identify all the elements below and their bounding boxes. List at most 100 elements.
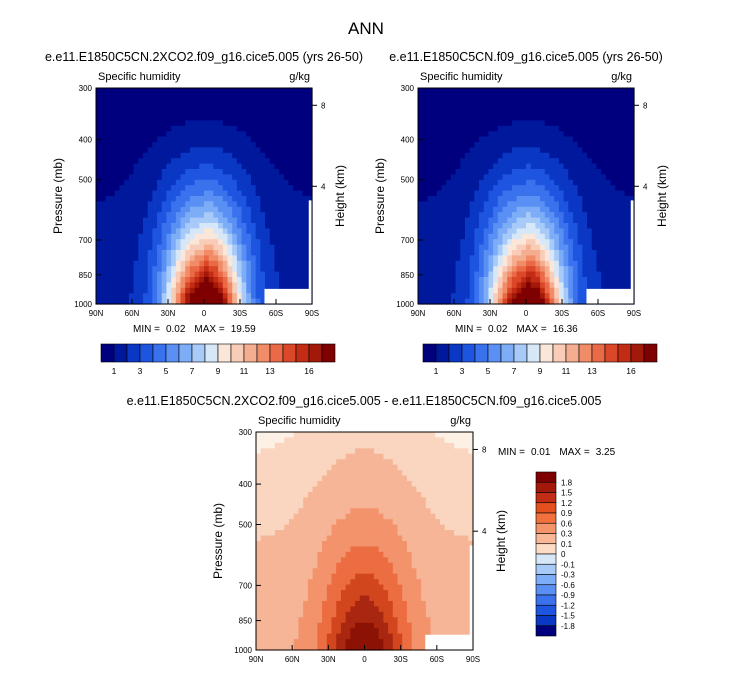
heatmap-cell: [171, 115, 177, 121]
heatmap-cell: [439, 508, 446, 515]
heatmap-cell: [455, 174, 461, 181]
heatmap-cell: [422, 98, 428, 105]
heatmap-cell: [307, 519, 314, 526]
heatmap-cell: [587, 196, 593, 202]
heatmap-cell: [279, 459, 285, 466]
heatmap-cell: [307, 174, 313, 181]
heatmap-cell: [175, 109, 182, 116]
heatmap-cell: [411, 470, 417, 477]
heatmap-cell: [521, 152, 527, 159]
heatmap-cell: [549, 136, 555, 143]
heatmap-cell: [119, 271, 125, 278]
heatmap-cell: [526, 152, 532, 159]
heatmap-cell: [208, 98, 214, 105]
heatmap-cell: [307, 470, 314, 477]
heatmap-cell: [138, 260, 144, 267]
heatmap-cell: [450, 255, 457, 262]
heatmap-cell: [171, 185, 177, 192]
heatmap-cell: [297, 142, 304, 148]
heatmap-cell: [388, 502, 394, 509]
min-label: MIN =: [133, 324, 160, 335]
heatmap-cell: [406, 432, 413, 439]
heatmap-cell: [114, 260, 121, 267]
heatmap-cell: [274, 239, 280, 246]
heatmap-cell: [435, 519, 441, 526]
heatmap-cell: [297, 271, 304, 278]
heatmap-cell: [397, 502, 403, 509]
heatmap-cell: [392, 519, 399, 526]
heatmap-cell: [194, 93, 200, 100]
heatmap-cell: [605, 239, 612, 246]
heatmap-cell: [232, 196, 238, 202]
heatmap-cell: [194, 185, 200, 192]
heatmap-cell: [283, 115, 290, 121]
heatmap-cell: [558, 152, 565, 159]
heatmap-cell: [110, 158, 116, 165]
heatmap-cell: [128, 142, 135, 148]
heatmap-cell: [227, 255, 233, 262]
heatmap-cell: [422, 201, 428, 208]
colorbar-swatch: [321, 343, 336, 363]
heatmap-cell: [497, 201, 504, 208]
heatmap-cell: [175, 271, 182, 278]
heatmap-cell: [549, 250, 555, 256]
heatmap-cell: [105, 271, 111, 278]
heatmap-cell: [469, 120, 475, 127]
heatmap-cell: [544, 174, 551, 181]
heatmap-cell: [516, 206, 522, 213]
heatmap-cell: [189, 190, 196, 197]
heatmap-cell: [558, 277, 565, 283]
heatmap-cell: [483, 217, 490, 224]
heatmap-cell: [232, 88, 238, 94]
colorbar-swatch: [282, 343, 297, 363]
heatmap-cell: [530, 152, 536, 159]
heatmap-cell: [558, 190, 565, 197]
heatmap-cell: [521, 136, 527, 143]
heatmap-cell: [350, 508, 356, 515]
heatmap-cell: [171, 109, 177, 116]
heatmap-cell: [474, 179, 480, 186]
heatmap-cell: [596, 120, 602, 127]
heatmap-cell: [554, 233, 560, 240]
heatmap-cell: [152, 244, 158, 251]
heatmap-cell: [208, 206, 214, 213]
heatmap-cell: [241, 282, 247, 289]
heatmap-cell: [596, 93, 602, 100]
heatmap-cell: [189, 136, 196, 143]
heatmap-cell: [378, 475, 384, 482]
heatmap-cell: [133, 239, 139, 246]
heatmap-cell: [359, 464, 366, 471]
heatmap-cell: [124, 228, 130, 235]
heatmap-cell: [460, 298, 466, 305]
heatmap-cell: [563, 206, 569, 213]
heatmap-cell: [96, 120, 102, 127]
heatmap-cell: [582, 88, 588, 94]
heatmap-cell: [610, 152, 616, 159]
heatmap-cell: [96, 298, 102, 305]
heatmap-cell: [283, 223, 290, 229]
heatmap-cell: [610, 271, 616, 278]
heatmap-cell: [610, 93, 616, 100]
heatmap-cell: [577, 239, 583, 246]
heatmap-cell: [544, 115, 551, 121]
heatmap-cell: [359, 508, 366, 515]
heatmap-cell: [110, 131, 116, 138]
heatmap-cell: [317, 513, 323, 520]
heatmap-cell: [166, 266, 172, 273]
heatmap-cell: [236, 260, 243, 267]
heatmap-cell: [336, 497, 342, 504]
heatmap-cell: [563, 158, 569, 165]
y-tick-label: 400: [401, 136, 415, 145]
heatmap-cell: [468, 524, 474, 531]
heatmap-cell: [241, 239, 247, 246]
heatmap-cell: [397, 562, 403, 569]
heatmap-cell: [455, 223, 461, 229]
heatmap-cell: [138, 201, 144, 208]
heatmap-cell: [502, 98, 508, 105]
heatmap-cell: [298, 448, 304, 455]
heatmap-cell: [493, 277, 499, 283]
heatmap-cell: [572, 266, 579, 273]
heatmap-cell: [493, 255, 499, 262]
y-tick-label: 850: [79, 271, 93, 280]
heatmap-cell: [364, 557, 370, 564]
